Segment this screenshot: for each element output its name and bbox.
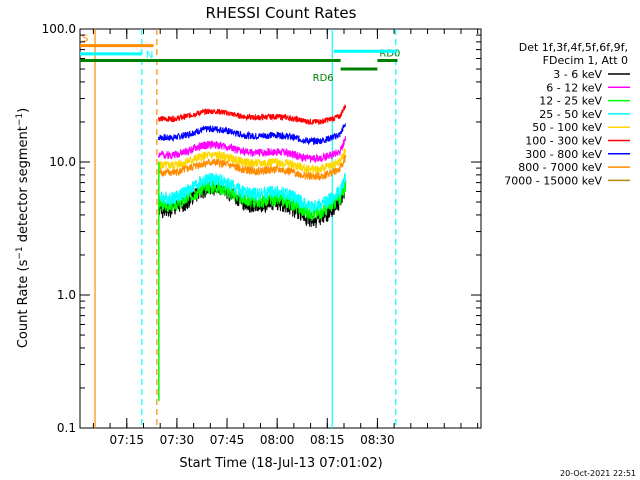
series-line xyxy=(158,136,347,164)
axes: 0.1 1.0 10.0 100.0 07:15 07:30 07:45 08:00 08:15… xyxy=(42,22,481,447)
x-tick-label: 07:45 xyxy=(210,433,245,447)
flag-label: N xyxy=(146,50,153,61)
legend-entry: 3 - 6 keV xyxy=(553,68,602,81)
legend-entry: 7000 - 15000 keV xyxy=(504,174,602,187)
series-line xyxy=(158,179,347,229)
legend: Det 1f,3f,4f,5f,6f,9f, FDecim 1, Att 0 3… xyxy=(504,41,630,187)
x-tick-label: 08:15 xyxy=(310,433,345,447)
x-tick-label: 07:30 xyxy=(160,433,195,447)
x-tick-label: 08:00 xyxy=(260,433,295,447)
flag-bars: S N RD6 RD0 xyxy=(80,34,400,84)
legend-entry: 800 - 7000 keV xyxy=(518,161,602,174)
timestamp: 20-Oct-2021 22:51 xyxy=(560,469,636,478)
flag-label: RD0 xyxy=(379,48,400,59)
y-tick-label: 100.0 xyxy=(42,22,76,36)
legend-entry: 12 - 25 keV xyxy=(539,95,602,108)
x-tick-label: 08:30 xyxy=(360,433,395,447)
y-axis-label-end: ) xyxy=(16,108,31,113)
flag-label: RD6 xyxy=(313,73,334,84)
series-line xyxy=(158,154,347,181)
y-axis-label-sup1: −1 xyxy=(15,246,25,259)
plot-frame xyxy=(79,28,482,429)
series-line xyxy=(158,123,346,146)
y-tick-label: 10.0 xyxy=(49,155,76,169)
y-axis-label: Count Rate (s−1 detector segment−1) xyxy=(15,108,31,348)
legend-header-line-2: FDecim 1, Att 0 xyxy=(543,54,628,67)
legend-entry: 6 - 12 keV xyxy=(546,81,602,94)
legend-header-line-1: Det 1f,3f,4f,5f,6f,9f, xyxy=(519,41,628,54)
series-line xyxy=(158,104,347,126)
legend-entry: 50 - 100 keV xyxy=(532,121,602,134)
series-lines xyxy=(158,104,347,401)
x-tick-label: 07:15 xyxy=(109,433,144,447)
y-axis-label-mid: detector segment xyxy=(16,126,31,246)
legend-entry: 300 - 800 keV xyxy=(525,148,602,161)
legend-entry: 100 - 300 keV xyxy=(525,135,602,148)
flag-label: S xyxy=(82,34,88,45)
x-axis-label: Start Time (18-Jul-13 07:01:02) xyxy=(179,456,382,471)
y-tick-label: 1.0 xyxy=(57,288,76,302)
y-axis-label-sup2: −1 xyxy=(15,113,25,126)
y-axis-label-main: Count Rate (s xyxy=(16,259,31,348)
chart-title: RHESSI Count Rates xyxy=(206,4,357,22)
y-tick-label: 0.1 xyxy=(57,421,76,435)
series-line xyxy=(158,147,347,174)
series-line xyxy=(158,172,347,214)
legend-entry: 25 - 50 keV xyxy=(539,108,602,121)
vertical-markers xyxy=(94,29,397,428)
